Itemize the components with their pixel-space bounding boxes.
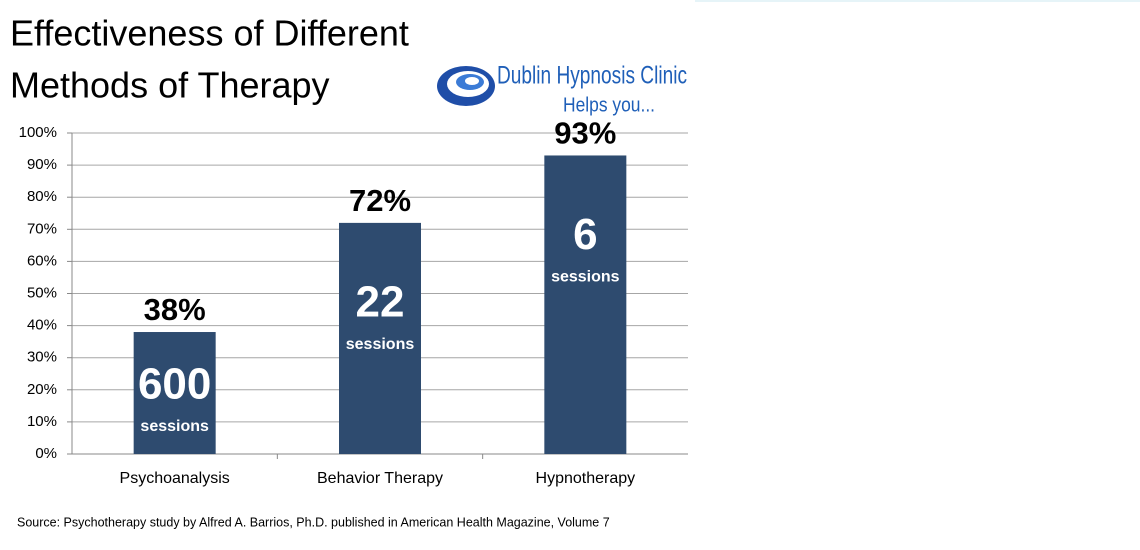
chart-title: Effectiveness of Different: [10, 13, 409, 54]
x-tick-label: Hypnotherapy: [536, 470, 636, 487]
y-tick-label: 20%: [27, 381, 57, 398]
x-tick-label: Behavior Therapy: [317, 470, 443, 487]
value-label: 72%: [349, 183, 411, 218]
y-tick-label: 10%: [27, 413, 57, 430]
y-tick-label: 60%: [27, 252, 57, 269]
bar: [133, 332, 216, 454]
source-note: Source: Psychotherapy study by Alfred A.…: [17, 515, 610, 529]
logo-swirl: [465, 77, 479, 85]
value-label: 93%: [554, 116, 616, 151]
y-tick-label: 70%: [27, 220, 57, 237]
y-tick-label: 80%: [27, 188, 57, 205]
x-tick-label: Psychoanalysis: [120, 470, 230, 487]
bar-annotation-unit: sessions: [346, 336, 415, 353]
logo-name: Dublin Hypnosis Clinic: [497, 62, 687, 90]
bar: [339, 222, 421, 454]
y-tick-label: 50%: [27, 284, 57, 301]
bar-annotation-unit: sessions: [551, 269, 620, 286]
value-label: 38%: [144, 292, 206, 327]
logo-tagline: Helps you...: [563, 94, 655, 116]
bar-annotation-number: 600: [138, 360, 211, 409]
bar-annotation-number: 22: [356, 278, 405, 327]
y-tick-label: 100%: [19, 124, 57, 141]
y-tick-label: 0%: [35, 445, 57, 462]
logo: Dublin Hypnosis Clinic Helps you...: [437, 62, 687, 116]
y-tick-label: 30%: [27, 349, 57, 366]
bar-annotation-number: 6: [573, 210, 597, 259]
chart-title: Methods of Therapy: [10, 65, 330, 106]
y-tick-label: 90%: [27, 156, 57, 173]
bar-annotation-unit: sessions: [140, 418, 209, 435]
bar: [544, 155, 627, 454]
y-tick-label: 40%: [27, 317, 57, 334]
